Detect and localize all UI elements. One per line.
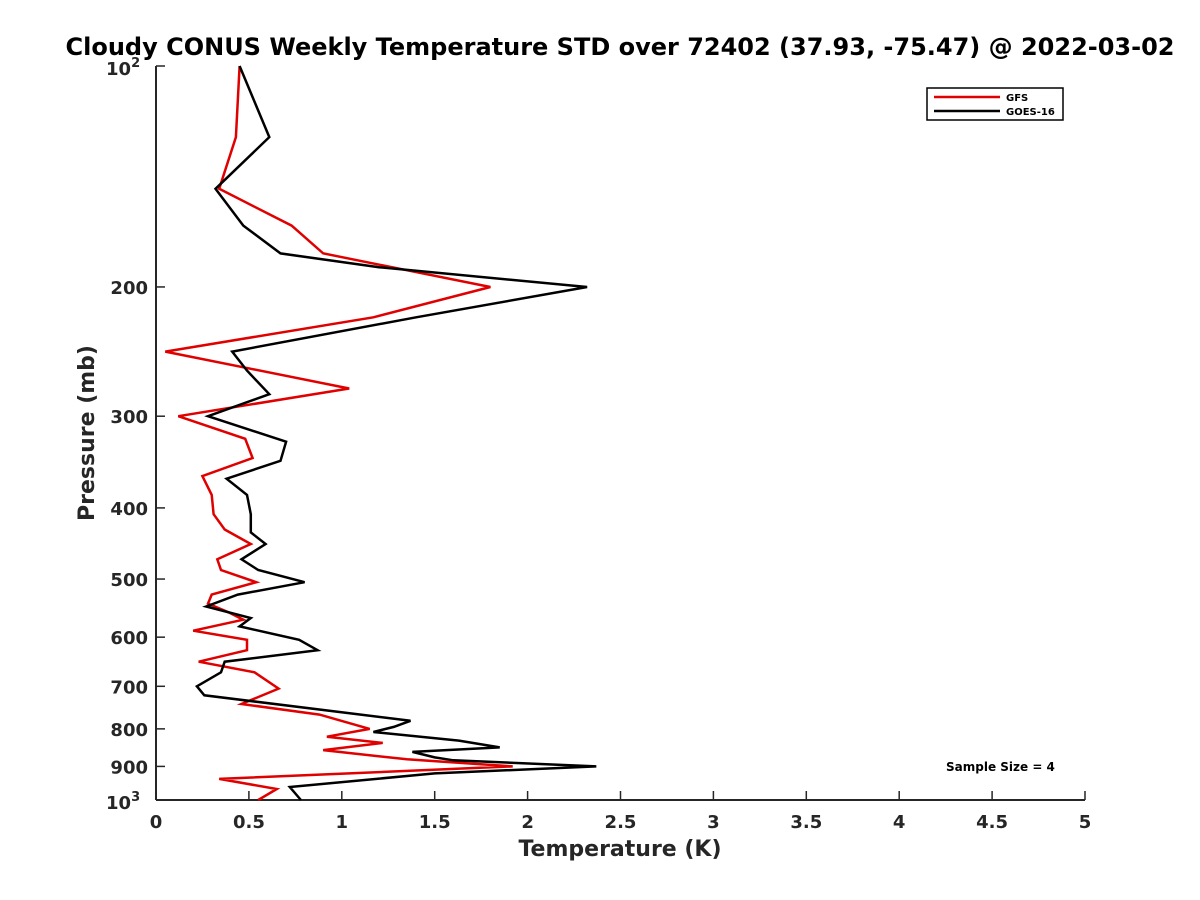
- x-axis-label: Temperature (K): [518, 837, 721, 862]
- series-line-goes-16: [195, 65, 597, 801]
- series-line-gfs: [165, 65, 513, 802]
- y-tick-bottom-base: 10: [106, 793, 131, 814]
- y-tick-label: 200: [110, 278, 148, 299]
- y-tick-label-bottom: 103: [106, 790, 140, 814]
- y-tick-bottom-exponent: 3: [131, 790, 140, 805]
- y-tick-top-base: 10: [106, 59, 131, 80]
- x-tick-label: 3: [707, 812, 720, 833]
- y-tick-label: 500: [110, 570, 148, 591]
- x-tick-label: 0: [150, 812, 163, 833]
- y-tick-label-top: 102: [106, 56, 140, 80]
- x-tick-label: 4.5: [976, 812, 1008, 833]
- y-tick-label: 300: [110, 407, 148, 428]
- y-axis-ticks: 200 300 400 500 600 700 800 900: [110, 65, 165, 801]
- legend-label-goes16: GOES-16: [1006, 107, 1055, 118]
- legend-box: [926, 87, 1064, 121]
- y-tick-label: 900: [110, 757, 148, 778]
- x-tick-label: 2: [521, 812, 534, 833]
- plot-area: 0 0.5 1 1.5 2 2.5 3 3.5 4 4.5 5 200 300 400 500 600 700…: [110, 65, 1092, 833]
- x-tick-label: 5: [1079, 812, 1092, 833]
- x-axis-ticks: 0 0.5 1 1.5 2 2.5 3 3.5 4 4.5 5: [150, 791, 1092, 833]
- y-tick-label: 600: [110, 628, 148, 649]
- x-tick-label: 1: [336, 812, 349, 833]
- y-axis-label: Pressure (mb): [75, 345, 100, 521]
- y-tick-label: 700: [110, 677, 148, 698]
- x-tick-label: 3.5: [790, 812, 822, 833]
- y-tick-label: 800: [110, 720, 148, 741]
- series-layer: [165, 65, 597, 802]
- legend: GFS GOES-16: [926, 87, 1064, 121]
- y-tick-top-exponent: 2: [131, 56, 140, 71]
- x-tick-label: 0.5: [233, 812, 265, 833]
- x-tick-label: 2.5: [605, 812, 637, 833]
- y-tick-label: 400: [110, 499, 148, 520]
- chart-title: Cloudy CONUS Weekly Temperature STD over…: [66, 33, 1175, 61]
- x-tick-label: 1.5: [419, 812, 451, 833]
- sample-size-annotation: Sample Size = 4: [946, 760, 1055, 774]
- legend-label-gfs: GFS: [1006, 93, 1028, 104]
- x-tick-label: 4: [893, 812, 906, 833]
